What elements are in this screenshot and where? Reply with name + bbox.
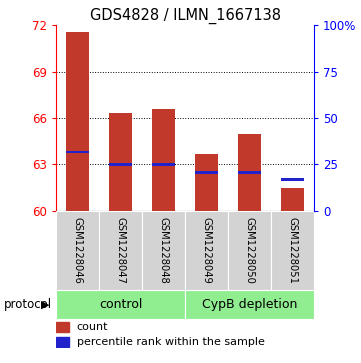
Text: percentile rank within the sample: percentile rank within the sample	[77, 337, 265, 347]
Title: GDS4828 / ILMN_1667138: GDS4828 / ILMN_1667138	[90, 8, 280, 24]
Bar	[281, 179, 304, 181]
Bar	[152, 163, 175, 166]
Text: GSM1228048: GSM1228048	[158, 217, 169, 284]
Bar	[56, 337, 69, 347]
Bar	[99, 211, 142, 290]
Bar	[109, 163, 132, 166]
Bar	[195, 171, 218, 174]
Text: GSM1228051: GSM1228051	[288, 217, 297, 284]
Text: CypB depletion: CypB depletion	[202, 298, 297, 311]
Bar	[56, 290, 185, 319]
Text: GSM1228046: GSM1228046	[73, 217, 82, 284]
Bar	[238, 171, 261, 174]
Bar	[271, 211, 314, 290]
Text: protocol: protocol	[4, 298, 52, 311]
Text: GSM1228047: GSM1228047	[116, 217, 126, 284]
Bar	[142, 211, 185, 290]
Bar	[238, 134, 261, 211]
Bar	[56, 322, 69, 333]
Bar	[228, 211, 271, 290]
Bar	[66, 32, 89, 211]
Text: count: count	[77, 322, 108, 333]
Bar	[185, 290, 314, 319]
Text: GSM1228050: GSM1228050	[244, 217, 255, 284]
Text: GSM1228049: GSM1228049	[201, 217, 212, 284]
Bar	[195, 154, 218, 211]
Bar	[152, 109, 175, 211]
Text: ▶: ▶	[41, 300, 49, 310]
Bar	[109, 114, 132, 211]
Bar	[281, 188, 304, 211]
Bar	[66, 151, 89, 154]
Bar	[185, 211, 228, 290]
Bar	[56, 211, 99, 290]
Text: control: control	[99, 298, 142, 311]
